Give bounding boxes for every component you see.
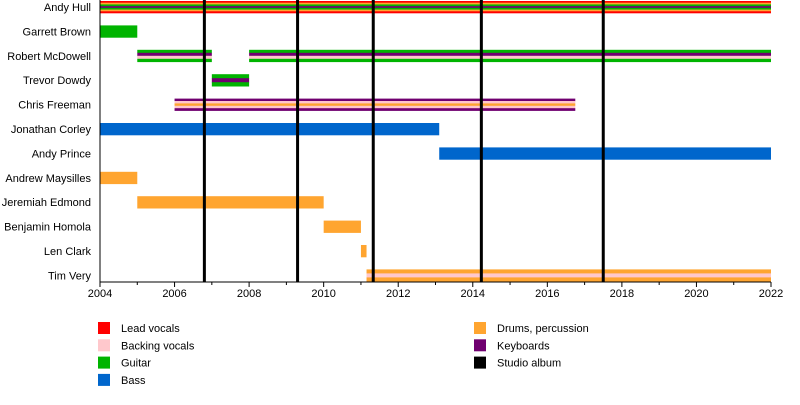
member-bar bbox=[439, 147, 771, 160]
legend-item-keyboards: Keyboards bbox=[474, 339, 550, 352]
bar-stripe-keyboards bbox=[100, 6, 771, 9]
legend-item-drums: Drums, percussion bbox=[474, 322, 589, 335]
member-bar bbox=[137, 49, 212, 63]
member-bar bbox=[249, 49, 772, 63]
member-bar bbox=[100, 25, 138, 38]
bar-stripe-drums bbox=[366, 277, 771, 282]
legend-label: Studio album bbox=[497, 358, 561, 370]
legend-swatch bbox=[98, 339, 110, 352]
x-tick-label: 2020 bbox=[684, 288, 708, 300]
member-label: Andrew Maysilles bbox=[5, 173, 91, 185]
x-tick-label: 2014 bbox=[461, 288, 485, 300]
x-tick-label: 2018 bbox=[610, 288, 634, 300]
legend-swatch bbox=[98, 322, 110, 334]
legend-item-guitar: Guitar bbox=[98, 356, 151, 370]
member-label: Trevor Dowdy bbox=[23, 75, 92, 87]
member-bar bbox=[100, 123, 440, 136]
bar-stripe-drums bbox=[323, 220, 361, 233]
legend-item-backing: Backing vocals bbox=[98, 339, 195, 352]
member-label: Jonathan Corley bbox=[11, 124, 92, 136]
bar-stripe-keyboards bbox=[174, 108, 576, 111]
legend-label: Backing vocals bbox=[121, 340, 195, 352]
bar-stripe-guitar bbox=[211, 82, 250, 87]
x-tick-label: 2008 bbox=[237, 288, 261, 300]
member-label: Robert McDowell bbox=[7, 51, 91, 63]
member-bar bbox=[137, 196, 324, 209]
bar-stripe-guitar bbox=[100, 7, 771, 10]
bar-stripe-guitar bbox=[211, 74, 250, 79]
bar-stripe-bass bbox=[439, 147, 771, 160]
bar-stripe-guitar bbox=[249, 49, 772, 54]
bar-stripe-drums bbox=[174, 103, 576, 107]
bar-stripe-drums bbox=[366, 269, 771, 274]
bar-stripe-keyboards bbox=[174, 98, 576, 102]
bar-stripe-guitar bbox=[137, 58, 212, 63]
legend-label: Guitar bbox=[121, 358, 151, 370]
member-label: Benjamin Homola bbox=[4, 222, 92, 234]
bar-stripe-backing bbox=[366, 273, 771, 278]
legend-item-bass: Bass bbox=[98, 373, 146, 387]
bar-stripe-keyboards bbox=[137, 52, 212, 57]
member-label: Andy Prince bbox=[32, 148, 91, 160]
bar-stripe-drums bbox=[100, 2, 771, 5]
legend-swatch bbox=[474, 356, 486, 369]
bar-stripe-lead bbox=[100, 1, 771, 4]
legend-label: Keyboards bbox=[497, 340, 550, 352]
x-tick-label: 2022 bbox=[759, 288, 783, 300]
member-label: Tim Very bbox=[48, 270, 91, 282]
member-label: Garrett Brown bbox=[23, 26, 91, 38]
x-tick-label: 2016 bbox=[535, 288, 559, 300]
member-bar bbox=[100, 171, 138, 185]
member-bar bbox=[211, 74, 250, 87]
x-tick-label: 2004 bbox=[88, 288, 112, 300]
bar-stripe-guitar bbox=[100, 4, 771, 7]
legend-item-album: Studio album bbox=[474, 356, 561, 370]
member-label: Chris Freeman bbox=[18, 100, 91, 112]
bar-stripe-guitar bbox=[249, 58, 772, 63]
bar-stripe-lead bbox=[100, 11, 771, 14]
member-bar bbox=[174, 98, 576, 111]
member-bar bbox=[323, 220, 361, 233]
bar-stripe-backing bbox=[137, 55, 212, 60]
legend-swatch bbox=[474, 339, 486, 352]
legend-label: Drums, percussion bbox=[497, 323, 589, 335]
bar-stripe-guitar bbox=[100, 25, 138, 38]
member-label: Len Clark bbox=[44, 246, 92, 258]
legend-swatch bbox=[474, 322, 486, 334]
bar-stripe-backing bbox=[249, 55, 772, 60]
bar-stripe-keyboards bbox=[249, 52, 772, 57]
bar-stripe-drums bbox=[137, 196, 324, 209]
bar-stripe-keyboards bbox=[211, 78, 250, 83]
legend-swatch bbox=[98, 356, 110, 369]
member-label: Andy Hull bbox=[44, 2, 91, 14]
x-tick-label: 2012 bbox=[386, 288, 410, 300]
bar-stripe-backing bbox=[174, 101, 576, 104]
bar-stripe-guitar bbox=[137, 49, 212, 54]
bar-stripe-bass bbox=[100, 123, 440, 136]
legend-swatch bbox=[98, 373, 110, 386]
member-bar bbox=[100, 1, 771, 14]
bar-stripe-drums bbox=[100, 171, 138, 185]
bar-stripe-drums bbox=[360, 245, 367, 258]
legend-label: Lead vocals bbox=[121, 323, 180, 335]
member-label: Jeremiah Edmond bbox=[2, 197, 91, 209]
bar-stripe-drums bbox=[100, 9, 771, 12]
x-tick-label: 2010 bbox=[311, 288, 335, 300]
member-bar bbox=[360, 245, 367, 258]
legend-item-lead: Lead vocals bbox=[98, 322, 180, 335]
x-tick-label: 2006 bbox=[162, 288, 186, 300]
legend-label: Bass bbox=[121, 375, 146, 387]
member-bar bbox=[366, 269, 771, 282]
bar-stripe-backing bbox=[174, 105, 576, 109]
